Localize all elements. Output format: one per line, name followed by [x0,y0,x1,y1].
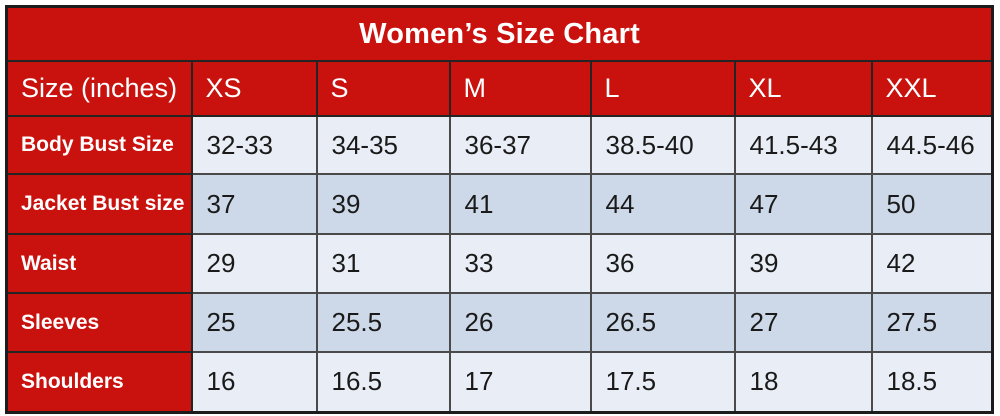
size-value-cell: 34-35 [315,115,451,175]
row-label-sleeves: Sleeves [5,292,193,353]
header-row: Size (inches) XS S M L XL XXL [5,60,994,117]
size-value-cell: 44 [589,173,736,235]
size-value-cell: 29 [190,233,318,294]
size-value-cell: 25 [190,292,318,353]
size-value-cell: 32-33 [190,115,318,175]
size-value-cell: 39 [733,233,873,294]
size-value-cell: 33 [448,233,592,294]
column-header-xl: XL [733,60,873,117]
size-value-cell: 27.5 [870,292,994,353]
table-row-waist: Waist 29 31 33 36 39 42 [5,233,994,294]
size-value-cell: 26.5 [589,292,736,353]
table-row-body-bust-size: Body Bust Size 32-33 34-35 36-37 38.5-40… [5,115,994,175]
column-header-m: M [448,60,592,117]
size-value-cell: 16.5 [315,351,451,413]
size-value-cell: 41.5-43 [733,115,873,175]
title-row: Women’s Size Chart [5,5,994,62]
size-value-cell: 27 [733,292,873,353]
size-value-cell: 18.5 [870,351,994,413]
size-value-cell: 18 [733,351,873,413]
size-value-cell: 38.5-40 [589,115,736,175]
table-row-shoulders: Shoulders 16 16.5 17 17.5 18 18.5 [5,351,994,413]
size-value-cell: 37 [190,173,318,235]
table-row-sleeves: Sleeves 25 25.5 26 26.5 27 27.5 [5,292,994,353]
table-row-jacket-bust-size: Jacket Bust size 37 39 41 44 47 50 [5,173,994,235]
size-value-cell: 47 [733,173,873,235]
row-label-body-bust-size: Body Bust Size [5,115,193,175]
size-value-cell: 36 [589,233,736,294]
size-value-cell: 41 [448,173,592,235]
column-header-xxl: XXL [870,60,994,117]
size-value-cell: 39 [315,173,451,235]
size-value-cell: 17 [448,351,592,413]
size-value-cell: 17.5 [589,351,736,413]
chart-title: Women’s Size Chart [5,5,994,62]
size-value-cell: 16 [190,351,318,413]
size-value-cell: 42 [870,233,994,294]
size-value-cell: 26 [448,292,592,353]
column-header-s: S [315,60,451,117]
row-label-shoulders: Shoulders [5,351,193,413]
size-chart-table: Women’s Size Chart Size (inches) XS S M … [5,5,995,414]
column-header-size-inches: Size (inches) [5,60,193,117]
size-value-cell: 36-37 [448,115,592,175]
size-value-cell: 50 [870,173,994,235]
size-value-cell: 31 [315,233,451,294]
row-label-waist: Waist [5,233,193,294]
row-label-jacket-bust-size: Jacket Bust size [5,173,193,235]
column-header-xs: XS [190,60,318,117]
size-value-cell: 44.5-46 [870,115,994,175]
size-value-cell: 25.5 [315,292,451,353]
column-header-l: L [589,60,736,117]
